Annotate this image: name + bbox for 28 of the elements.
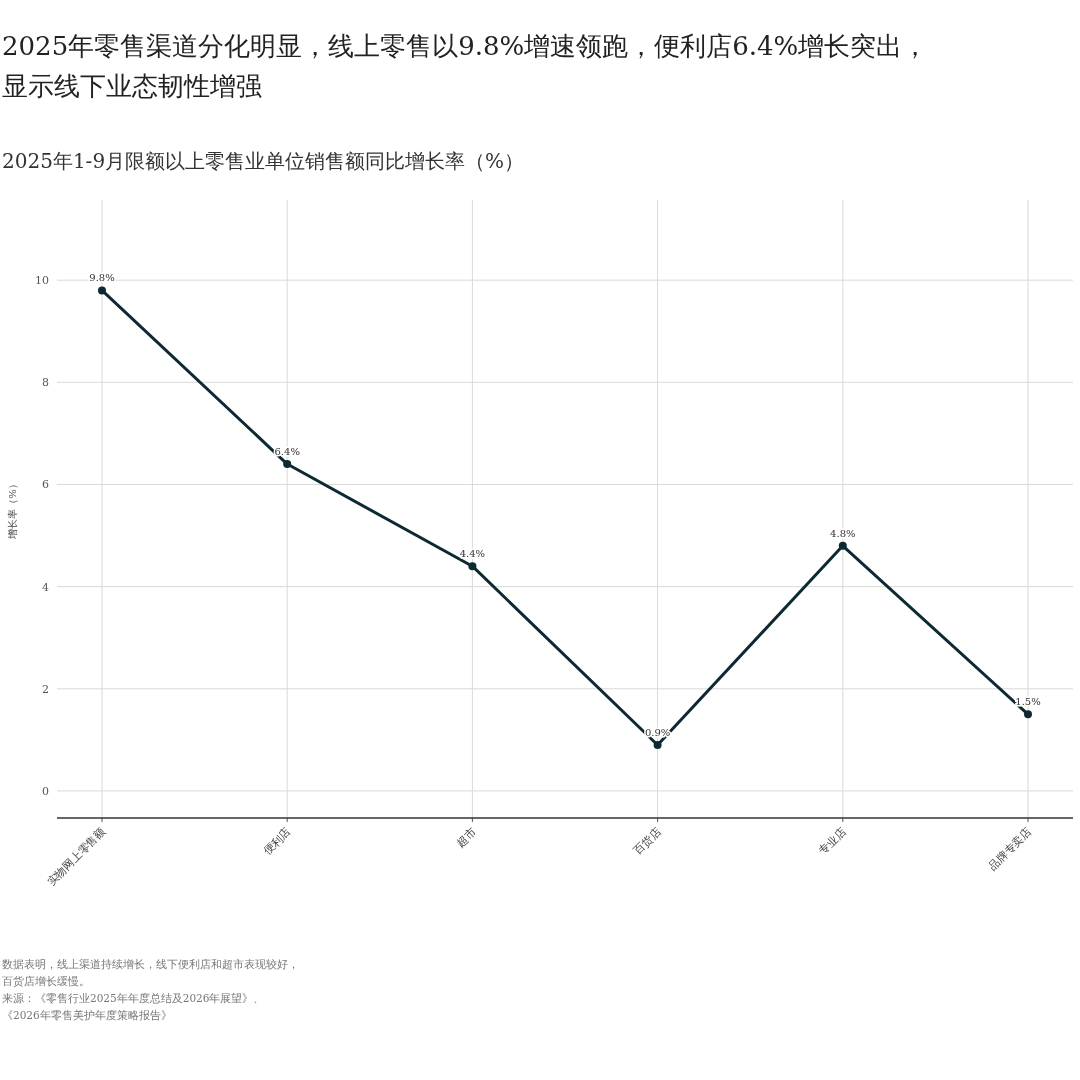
point <box>283 460 292 469</box>
point <box>653 740 662 749</box>
y-axis-title: 增长率（%） <box>7 479 18 540</box>
y-tick-label: 0 <box>42 784 49 798</box>
chart-subtitle: 2025年1-9月限额以上零售业单位销售额同比增长率（%） <box>2 148 525 175</box>
x-tick-label: 品牌专卖店 <box>986 824 1035 874</box>
x-tick-label: 超市 <box>453 824 479 850</box>
chart-title: 2025年零售渠道分化明显，线上零售以9.8%增速领跑，便利店6.4%增长突出，显示线下业态韧性增强 <box>2 30 930 103</box>
y-tick-label: 6 <box>42 478 49 492</box>
x-tick-label: 专业店 <box>816 824 849 858</box>
point <box>838 541 847 550</box>
data-label: 4.8% <box>830 527 856 539</box>
source-note: 来源：《零售行业2025年年度总结及2026年展望》、《2026年零售美护年度策略报告》 <box>2 991 266 1023</box>
y-tick-label: 2 <box>42 682 49 696</box>
y-tick-label: 8 <box>42 376 49 390</box>
data-label: 9.8% <box>89 272 115 284</box>
data-label: 4.4% <box>459 548 486 560</box>
x-tick-label: 便利店 <box>260 824 294 858</box>
point <box>468 562 477 571</box>
y-tick-label: 4 <box>42 580 49 594</box>
y-tick-label: 10 <box>35 274 49 288</box>
text: 数据表明，线上渠道持续增长，线下便利店和超市表现较好，百货店增长缓慢。 <box>2 957 300 989</box>
point <box>98 286 106 295</box>
x-tick-label: 百货店 <box>631 824 664 858</box>
data-label: 1.5% <box>1015 696 1041 708</box>
data-label: 6.4% <box>274 446 300 458</box>
x-tick-label: 实物网上零售额 <box>44 824 109 889</box>
point <box>1024 710 1032 719</box>
